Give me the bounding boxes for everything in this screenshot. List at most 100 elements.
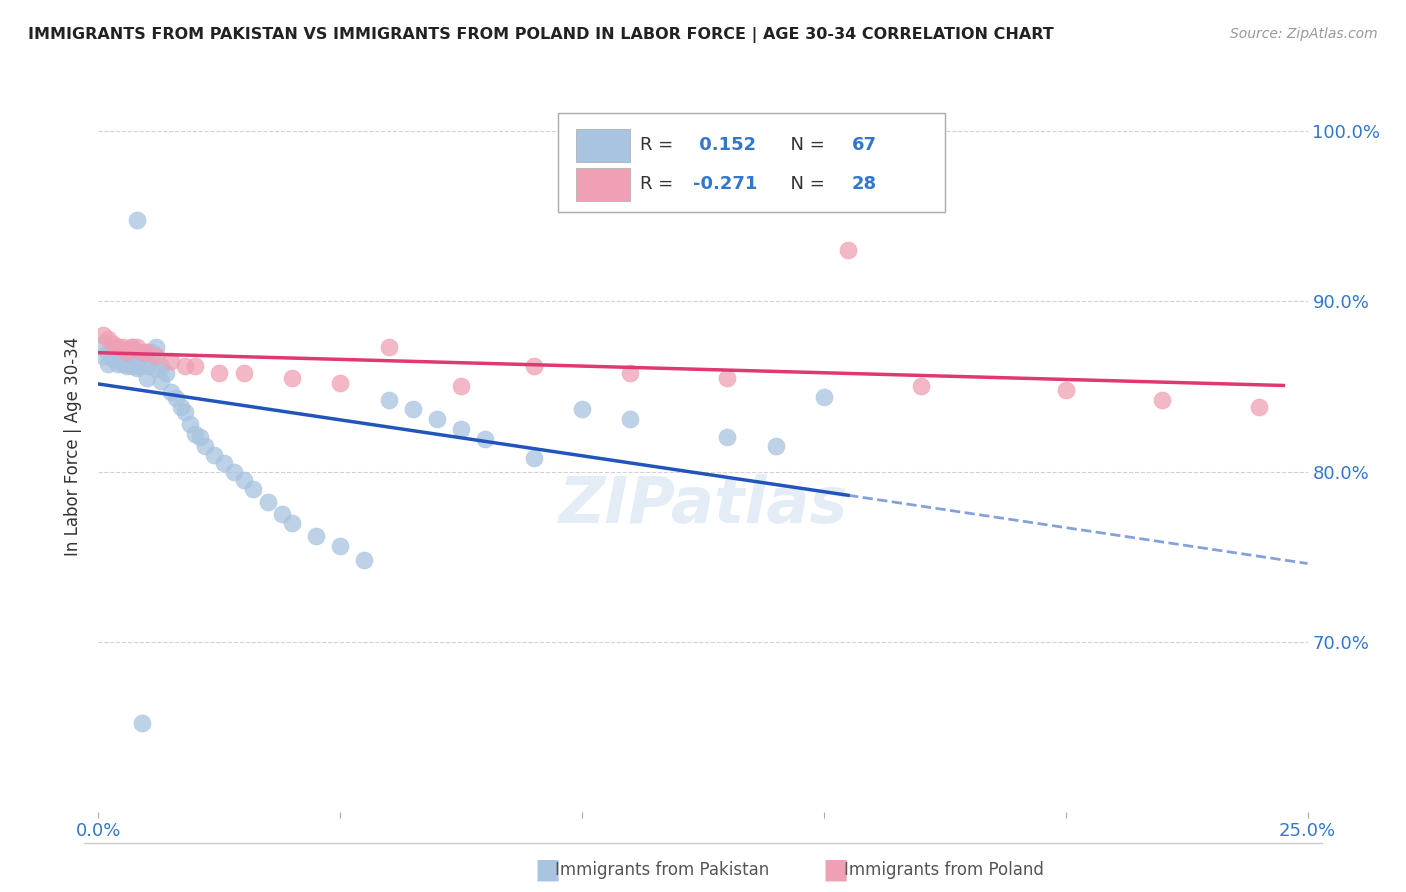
Text: R =: R = [640, 136, 679, 154]
Point [179, 417, 201, 431]
Point [117, 345, 139, 359]
Point [97, 345, 120, 359]
Point [145, 340, 167, 354]
Point [765, 439, 787, 453]
Point [571, 401, 593, 416]
Point [426, 411, 449, 425]
Point [150, 375, 173, 389]
Point [121, 340, 143, 354]
Point [127, 212, 149, 227]
Text: Immigrants from Pakistan: Immigrants from Pakistan [555, 861, 769, 879]
Point [111, 349, 134, 363]
Point [117, 345, 139, 359]
Point [127, 349, 149, 363]
Y-axis label: In Labor Force | Age 30-34: In Labor Force | Age 30-34 [65, 336, 83, 556]
Point [474, 432, 496, 446]
Text: N =: N = [779, 136, 831, 154]
Point [141, 345, 163, 359]
Point [97, 332, 120, 346]
Point [194, 439, 217, 453]
Point [121, 340, 143, 354]
Point [111, 345, 134, 359]
Point [101, 352, 124, 367]
Point [135, 359, 157, 373]
Point [619, 366, 641, 380]
FancyBboxPatch shape [576, 129, 630, 162]
Point [160, 384, 183, 399]
Point [281, 516, 304, 530]
Point [329, 376, 352, 390]
Point [174, 405, 197, 419]
Point [111, 340, 134, 354]
Point [619, 411, 641, 425]
Point [165, 392, 187, 406]
Point [101, 342, 124, 356]
Text: R =: R = [640, 175, 679, 194]
Text: 0.152: 0.152 [693, 136, 756, 154]
Point [135, 345, 157, 359]
Point [101, 337, 124, 351]
Point [184, 359, 207, 373]
Point [127, 345, 149, 359]
Point [1249, 400, 1271, 414]
Point [222, 465, 245, 479]
Point [208, 366, 231, 380]
Point [716, 430, 738, 444]
Text: Immigrants from Poland: Immigrants from Poland [844, 861, 1043, 879]
Point [184, 427, 207, 442]
Point [131, 716, 153, 731]
Point [160, 354, 183, 368]
Point [127, 359, 149, 373]
Point [107, 349, 129, 363]
Text: ■: ■ [823, 855, 849, 884]
Point [145, 349, 167, 363]
Point [256, 495, 278, 509]
Point [117, 352, 139, 367]
Point [837, 244, 859, 258]
Point [204, 448, 226, 462]
Point [174, 359, 197, 373]
Point [523, 359, 546, 373]
Point [1152, 393, 1174, 408]
Point [127, 360, 149, 375]
Point [131, 345, 153, 359]
Point [121, 345, 143, 359]
Point [131, 349, 153, 363]
Point [155, 366, 177, 380]
Point [450, 422, 472, 436]
Point [117, 359, 139, 373]
Point [377, 393, 399, 408]
Point [150, 359, 173, 373]
Text: IMMIGRANTS FROM PAKISTAN VS IMMIGRANTS FROM POLAND IN LABOR FORCE | AGE 30-34 CO: IMMIGRANTS FROM PAKISTAN VS IMMIGRANTS F… [28, 27, 1054, 43]
Point [121, 357, 143, 371]
Point [212, 456, 235, 470]
Point [329, 540, 352, 554]
FancyBboxPatch shape [576, 168, 630, 201]
Point [188, 430, 211, 444]
Point [716, 371, 738, 385]
Point [107, 345, 129, 359]
Point [402, 401, 425, 416]
Point [107, 357, 129, 371]
Point [127, 340, 149, 354]
Point [523, 450, 546, 465]
Point [242, 482, 264, 496]
Point [305, 529, 328, 543]
Point [91, 349, 114, 363]
Point [121, 359, 143, 373]
Point [111, 357, 134, 371]
Point [813, 390, 835, 404]
Text: 28: 28 [852, 175, 877, 194]
Point [91, 337, 114, 351]
FancyBboxPatch shape [558, 113, 945, 212]
Point [101, 349, 124, 363]
Point [450, 379, 472, 393]
Text: 67: 67 [852, 136, 877, 154]
Text: N =: N = [779, 175, 831, 194]
Point [91, 328, 114, 343]
Text: -0.271: -0.271 [693, 175, 758, 194]
Point [169, 400, 191, 414]
Point [232, 366, 254, 380]
Point [135, 345, 157, 359]
Point [353, 553, 375, 567]
